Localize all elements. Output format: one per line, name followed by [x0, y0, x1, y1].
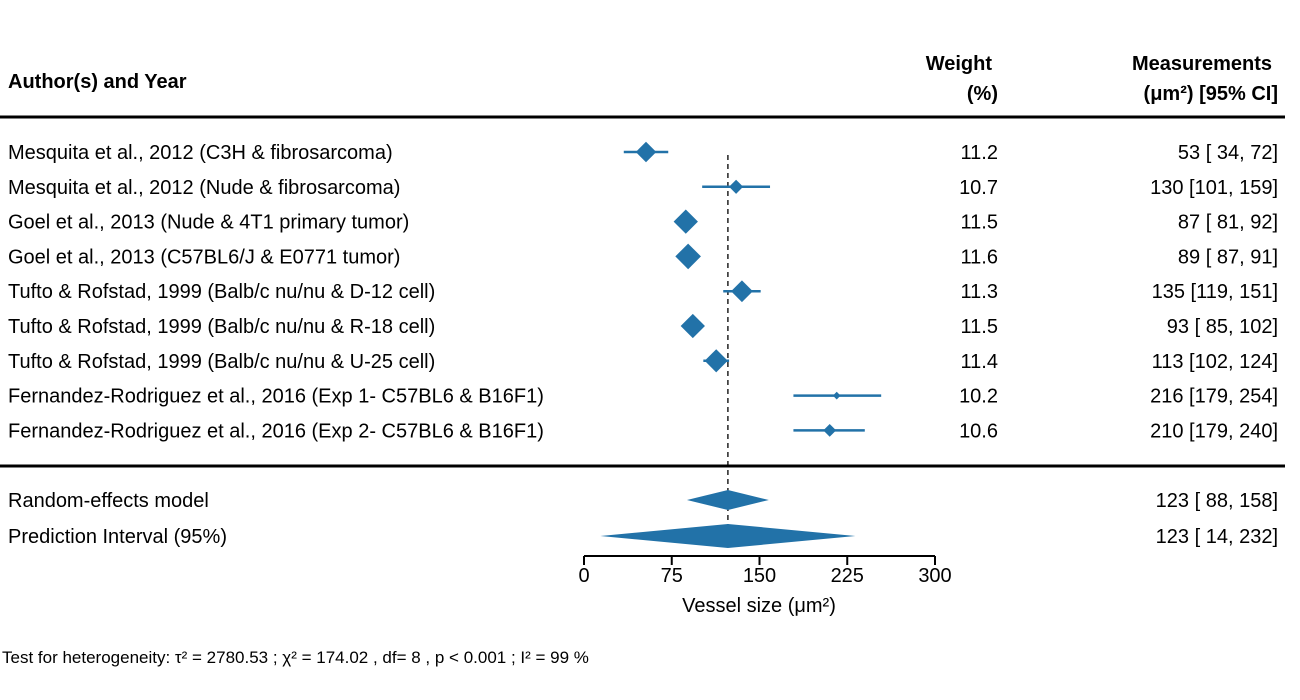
x-axis-tick-label: 0: [578, 565, 589, 587]
study-weight: 11.6: [961, 246, 998, 268]
study-label: Fernandez-Rodriguez et al., 2016 (Exp 2-…: [8, 420, 544, 442]
x-axis-tick-label: 75: [661, 565, 683, 587]
study-ci-text: 93 [ 85, 102]: [1167, 316, 1278, 338]
study-ci-text: 113 [102, 124]: [1152, 351, 1278, 373]
study-weight: 11.2: [961, 142, 998, 164]
study-weight: 10.6: [959, 420, 998, 442]
study-rows: Mesquita et al., 2012 (C3H & fibrosarcom…: [8, 141, 1278, 442]
x-axis-tick-label: 150: [743, 565, 776, 587]
study-label: Mesquita et al., 2012 (C3H & fibrosarcom…: [8, 142, 393, 164]
pooled-diamond: [686, 490, 769, 510]
heterogeneity-text: Test for heterogeneity: τ² = 2780.53 ; χ…: [2, 648, 589, 667]
study-point-marker: [832, 391, 841, 400]
study-label: Goel et al., 2013 (Nude & 4T1 primary tu…: [8, 212, 409, 234]
study-ci-text: 130 [101, 159]: [1150, 177, 1278, 199]
study-ci-text: 53 [ 34, 72]: [1178, 142, 1278, 164]
header-study: Author(s) and Year: [8, 71, 187, 93]
header-weight-line1: Weight: [926, 53, 993, 75]
pooled-label: Random-effects model: [8, 490, 209, 512]
study-weight: 11.5: [961, 316, 998, 338]
study-ci-text: 89 [ 87, 91]: [1178, 246, 1278, 268]
pooled-ci-text: 123 [ 88, 158]: [1156, 490, 1278, 512]
pooled-rows: Random-effects model 123 [ 88, 158] Predic…: [8, 490, 1278, 548]
study-ci-text: 210 [179, 240]: [1150, 420, 1278, 442]
study-point-marker: [675, 243, 701, 270]
study-label: Fernandez-Rodriguez et al., 2016 (Exp 1-…: [8, 386, 544, 408]
study-ci-text: 87 [ 81, 92]: [1178, 212, 1278, 234]
study-label: Goel et al., 2013 (C57BL6/J & E0771 tumo…: [8, 246, 400, 268]
study-label: Tufto & Rofstad, 1999 (Balb/c nu/nu & D-…: [8, 281, 435, 303]
study-point-marker: [680, 313, 705, 339]
study-weight: 10.7: [959, 177, 998, 199]
study-point-marker: [635, 141, 657, 163]
header-measure-line1: Measurements: [1132, 53, 1272, 75]
study-ci-text: 135 [119, 151]: [1152, 281, 1278, 303]
study-weight: 11.5: [961, 212, 998, 234]
x-axis-tick-label: 225: [831, 565, 864, 587]
study-point-marker: [731, 280, 753, 303]
header-weight-line2: (%): [967, 83, 998, 105]
x-axis-tick-label: 300: [918, 565, 951, 587]
prediction-interval-diamond: [600, 524, 856, 548]
pooled-label: Prediction Interval (95%): [8, 526, 227, 548]
study-point-marker: [729, 179, 744, 194]
study-ci-text: 216 [179, 254]: [1150, 386, 1278, 408]
study-point-marker: [704, 349, 728, 373]
study-label: Mesquita et al., 2012 (Nude & fibrosarco…: [8, 177, 400, 199]
study-label: Tufto & Rofstad, 1999 (Balb/c nu/nu & R-…: [8, 316, 435, 338]
study-point-marker: [673, 209, 698, 234]
study-point-marker: [823, 424, 837, 437]
x-axis-label: Vessel size (μm²): [682, 595, 836, 617]
study-weight: 11.3: [961, 281, 998, 303]
header-measure-line2: (μm²) [95% CI]: [1144, 83, 1278, 105]
pooled-ci-text: 123 [ 14, 232]: [1156, 526, 1278, 548]
x-axis: 0 75 150 225 300: [578, 555, 952, 587]
study-label: Tufto & Rofstad, 1999 (Balb/c nu/nu & U-…: [8, 351, 435, 373]
study-weight: 10.2: [959, 386, 998, 408]
study-weight: 11.4: [961, 351, 998, 373]
